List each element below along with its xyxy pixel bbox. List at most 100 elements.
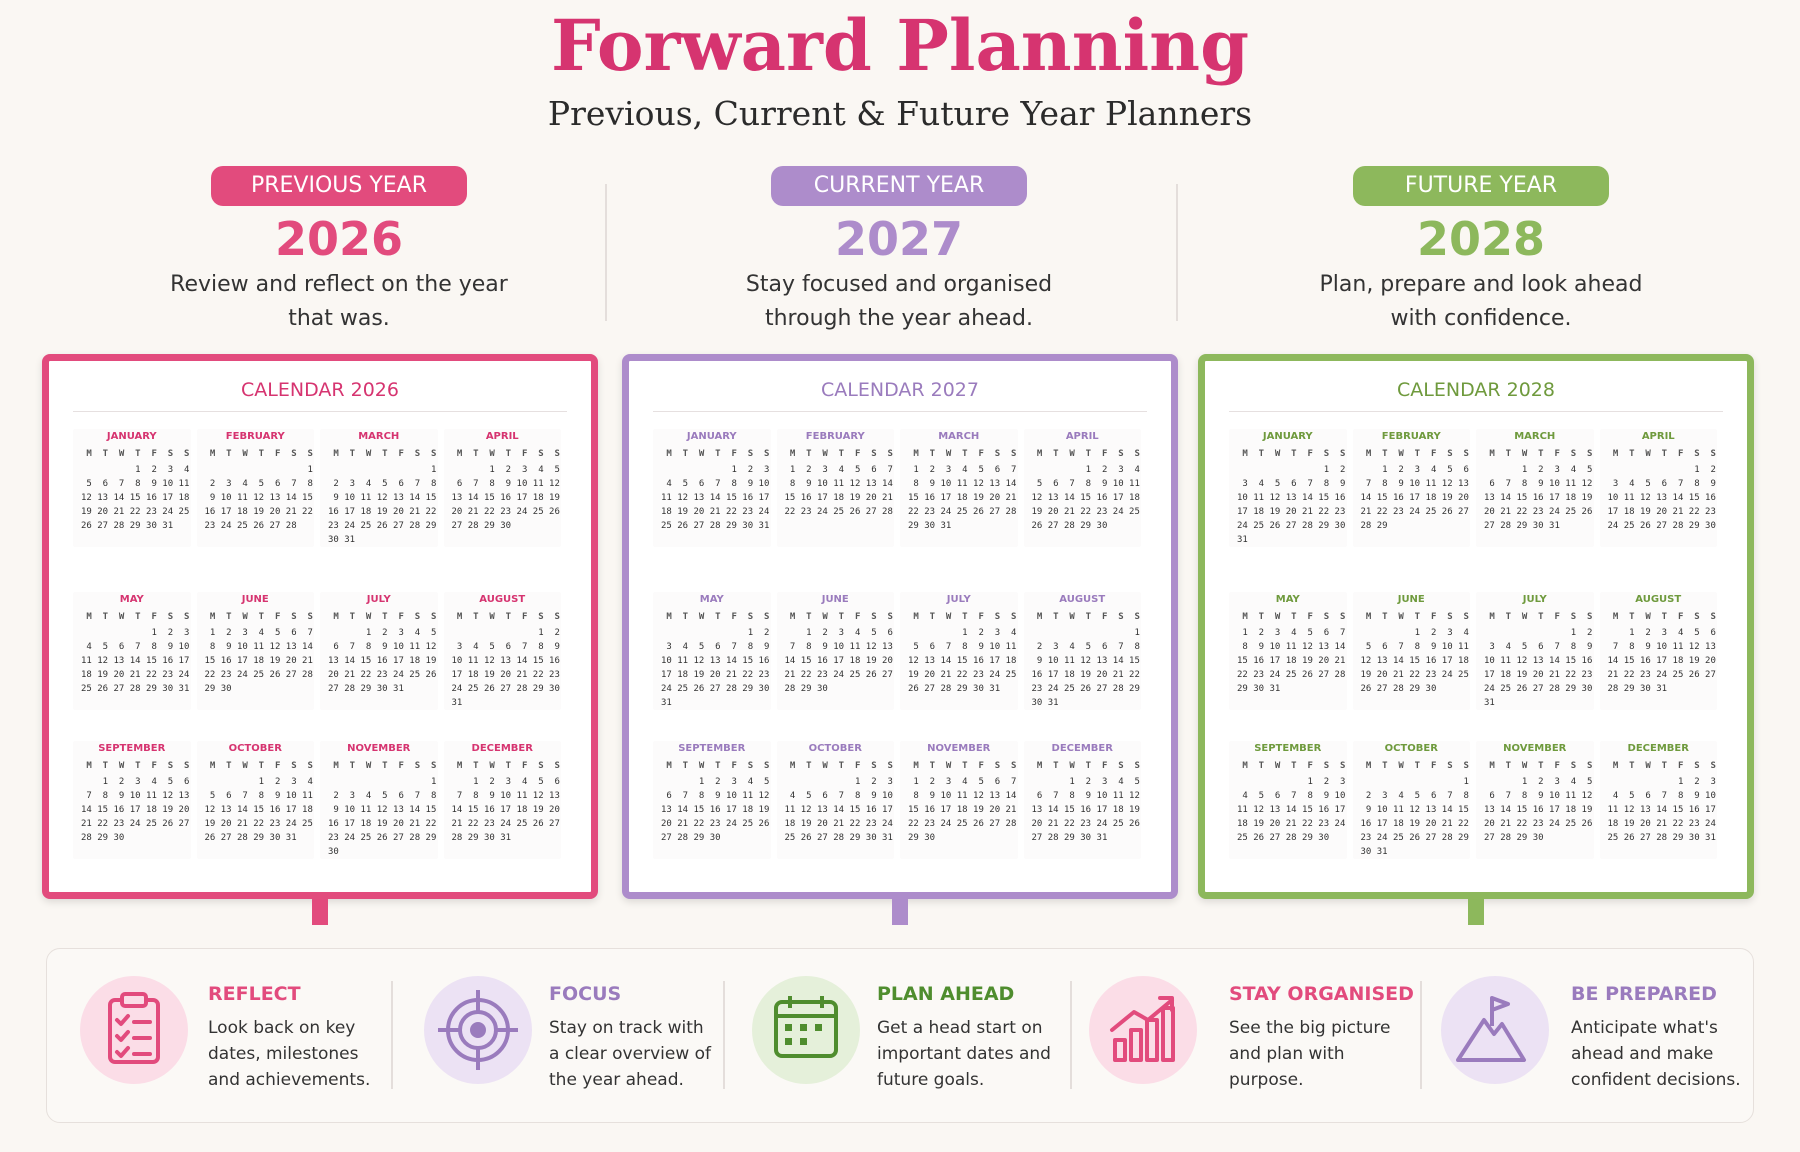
prepared-icon (1441, 976, 1549, 1084)
week-row: 5 6 7 8 9 10 11 (204, 791, 313, 801)
week-row: 18 19 20 21 22 23 24 (661, 507, 770, 517)
week-row: 16 17 18 19 20 21 22 (328, 819, 437, 829)
week-row: 28 29 30 31 (1607, 684, 1668, 694)
month-name: SEPTEMBER (678, 743, 746, 754)
week-row: 1 2 3 4 5 6 (1607, 628, 1716, 638)
week-row: 26 27 28 29 30 (1031, 521, 1108, 531)
month: MARCH M T W T F S S 1 2 3 4 5 6 7 8 9 10… (900, 429, 1018, 547)
week-row: 24 25 26 27 28 29 30 (451, 684, 560, 694)
year: 2026 (274, 212, 404, 266)
month: OCTOBER M T W T F S S 1 2 3 4 5 6 7 8 9 … (1352, 741, 1470, 859)
week-row: 20 21 22 23 24 25 26 (1484, 819, 1593, 829)
weekday-header: M T W T F S S (908, 761, 1017, 771)
month-name: MARCH (358, 431, 400, 442)
week-row: 28 29 30 31 (451, 833, 512, 843)
month-name: JUNE (1397, 594, 1425, 605)
feature-text: confident decisions. (1571, 1070, 1741, 1090)
month-name: NOVEMBER (927, 743, 991, 754)
calendar-rule (73, 411, 567, 412)
weekday-header: M T W T F S S (1607, 449, 1716, 459)
week-row: 31 (661, 698, 672, 708)
week-row: 20 21 22 23 24 25 26 (328, 670, 437, 680)
month-name: FEBRUARY (225, 431, 285, 442)
week-row: 7 8 9 10 11 12 13 (1607, 642, 1716, 652)
week-row: 12 13 14 15 16 17 18 (204, 805, 313, 815)
week-row: 6 7 8 9 10 11 12 (1484, 791, 1593, 801)
week-row: 3 4 5 6 7 8 9 (1484, 642, 1593, 652)
year-badge: FUTURE YEAR (1353, 166, 1609, 206)
week-row: 1 2 3 4 5 (1031, 777, 1140, 787)
weekday-header: M T W T F S S (451, 612, 560, 622)
week-row: 1 2 (661, 628, 770, 638)
month-name: APRIL (1065, 431, 1099, 442)
month-name: OCTOBER (228, 743, 282, 754)
week-row: 1 2 3 4 5 6 7 (908, 465, 1017, 475)
month: NOVEMBER M T W T F S S 1 2 3 4 5 6 7 8 9… (1476, 741, 1594, 859)
week-row: 1 2 3 4 5 6 (1360, 465, 1469, 475)
month-name: MARCH (1514, 431, 1556, 442)
calendar-rule (653, 411, 1147, 412)
week-row: 1 2 (451, 628, 560, 638)
week-row: 1 (328, 465, 437, 475)
weekday-header: M T W T F S S (1031, 612, 1140, 622)
weekday-header: M T W T F S S (1484, 761, 1593, 771)
week-row: 20 21 22 23 24 25 26 (1031, 819, 1140, 829)
week-row: 24 25 26 27 28 29 30 (1484, 684, 1593, 694)
weekday-header: M T W T F S S (908, 449, 1017, 459)
week-row: 4 5 6 7 8 9 10 (661, 479, 770, 489)
week-row: 11 12 13 14 15 16 17 (1237, 805, 1346, 815)
week-row: 10 11 12 13 14 15 16 (1484, 656, 1593, 666)
week-row: 1 2 3 (784, 777, 893, 787)
plan-icon (752, 976, 860, 1084)
divider (1176, 184, 1178, 321)
week-row: 22 23 24 25 26 27 28 (908, 819, 1017, 829)
week-row: 19 20 21 22 23 24 25 (1360, 670, 1469, 680)
week-row: 23 24 25 26 27 28 29 (1031, 684, 1140, 694)
month: MAY M T W T F S S 1 2 3 4 5 6 7 8 9 10 1… (1229, 592, 1347, 710)
month-name: JULY (366, 594, 391, 605)
week-row: 31 (451, 698, 463, 708)
month-name: FEBRUARY (805, 431, 865, 442)
feature-text: Get a head start on (877, 1018, 1043, 1038)
month-name: JANUARY (686, 431, 737, 442)
week-row: 14 15 16 17 18 19 20 (451, 805, 560, 815)
week-row: 3 4 5 6 7 8 9 (1237, 479, 1346, 489)
week-row: 15 16 17 18 19 20 21 (908, 805, 1017, 815)
month: MAY M T W T F S S 1 2 3 4 5 6 7 8 9 10 11… (653, 592, 771, 710)
month-name: MARCH (938, 431, 980, 442)
feature-text: a clear overview of (549, 1044, 712, 1064)
weekday-header: M T W T F S S (1360, 449, 1469, 459)
week-row: 29 30 (204, 684, 232, 694)
week-row: 27 28 29 30 (451, 521, 512, 531)
week-row: 1 2 3 (81, 628, 190, 638)
feature-title: REFLECT (208, 983, 301, 1005)
week-row: 6 7 8 9 10 11 12 (451, 479, 560, 489)
weekday-header: M T W T F S S (81, 761, 190, 771)
month: DECEMBER M T W T F S S 1 2 3 4 5 6 7 8 9… (1599, 741, 1717, 859)
week-row: 9 10 11 12 13 14 15 (204, 493, 313, 503)
feature-title: BE PREPARED (1571, 983, 1717, 1005)
feature-text: ahead and make (1571, 1044, 1714, 1064)
week-row: 8 9 10 11 12 13 14 (204, 642, 313, 652)
feature-text: future goals. (877, 1070, 985, 1090)
week-row: 21 22 23 24 25 26 27 (1360, 507, 1469, 517)
month-name: JANUARY (1262, 431, 1313, 442)
month: DECEMBER M T W T F S S 1 2 3 4 5 6 7 8 9… (1023, 741, 1141, 859)
weekday-header: M T W T F S S (1031, 761, 1140, 771)
month: JANUARY M T W T F S S 1 2 3 4 5 6 7 8 9 … (73, 429, 191, 547)
week-row: 1 (328, 777, 437, 787)
week-row: 11 12 13 14 15 16 17 (81, 656, 190, 666)
week-row: 2 3 4 5 6 7 8 (328, 791, 437, 801)
calendar: CALENDAR 2027 JANUARY M T W T F S S 1 2 3… (622, 354, 1178, 899)
month: AUGUST M T W T F S S 1 2 3 4 5 6 7 8 9 1… (1023, 592, 1141, 710)
week-row: 17 18 19 20 21 22 23 (1237, 507, 1346, 517)
week-row: 12 13 14 15 16 17 18 (81, 493, 190, 503)
weekday-header: M T W T F S S (1360, 612, 1469, 622)
month: JANUARY M T W T F S S 1 2 3 4 5 6 7 8 9 1… (1229, 429, 1347, 547)
subtitle: Previous, Current & Future Year Planners (547, 94, 1253, 133)
week-row: 6 7 8 9 10 11 12 (1484, 479, 1593, 489)
weekday-header: M T W T F S S (451, 761, 560, 771)
week-row: 18 19 20 21 22 23 24 (1607, 819, 1716, 829)
calendar-title: CALENDAR 2027 (821, 379, 979, 401)
month-name: MAY (119, 594, 144, 605)
